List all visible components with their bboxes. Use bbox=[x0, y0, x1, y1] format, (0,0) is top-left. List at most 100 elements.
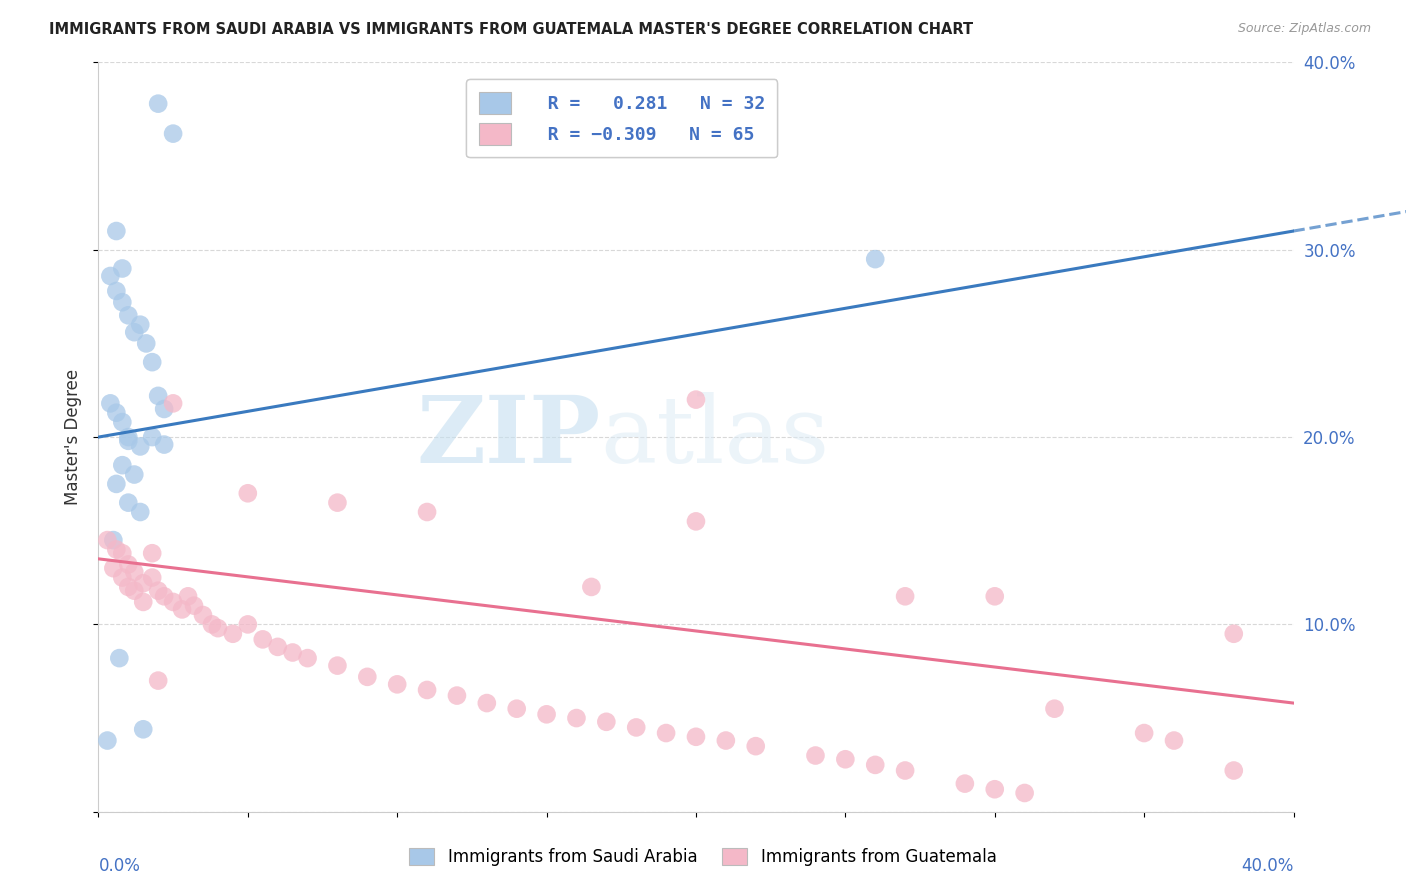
Point bbox=[536, 707, 558, 722]
Point bbox=[894, 590, 917, 604]
Point bbox=[111, 261, 134, 276]
Point bbox=[105, 542, 128, 557]
Point bbox=[148, 583, 170, 598]
Point bbox=[132, 723, 155, 737]
Point bbox=[124, 467, 146, 482]
Point bbox=[124, 565, 146, 579]
Text: 40.0%: 40.0% bbox=[1241, 856, 1294, 875]
Point bbox=[129, 440, 152, 453]
Point bbox=[385, 677, 409, 691]
Point bbox=[124, 325, 146, 339]
Point bbox=[416, 683, 439, 698]
Point bbox=[98, 396, 122, 410]
Point bbox=[148, 96, 170, 111]
Point bbox=[141, 430, 163, 444]
Point bbox=[141, 355, 163, 369]
Point bbox=[105, 406, 128, 420]
Point bbox=[153, 401, 176, 416]
Point bbox=[148, 673, 170, 688]
Point bbox=[98, 268, 122, 283]
Point bbox=[446, 689, 468, 703]
Point bbox=[105, 476, 128, 491]
Point bbox=[117, 580, 139, 594]
Point bbox=[191, 608, 214, 623]
Point bbox=[1043, 701, 1066, 715]
Point bbox=[297, 651, 319, 665]
Point bbox=[162, 396, 184, 410]
Point bbox=[129, 505, 152, 519]
Point bbox=[153, 590, 176, 604]
Point bbox=[222, 626, 245, 640]
Point bbox=[595, 714, 617, 729]
Point bbox=[1133, 726, 1156, 740]
Point bbox=[153, 437, 176, 451]
Point bbox=[804, 748, 827, 763]
Point bbox=[117, 308, 139, 322]
Point bbox=[207, 621, 229, 635]
Point bbox=[685, 392, 707, 407]
Point bbox=[236, 486, 259, 500]
Text: Source: ZipAtlas.com: Source: ZipAtlas.com bbox=[1237, 22, 1371, 36]
Point bbox=[655, 726, 678, 740]
Point bbox=[894, 764, 917, 778]
Point bbox=[111, 295, 134, 310]
Point bbox=[111, 415, 134, 429]
Point bbox=[356, 670, 378, 684]
Point bbox=[475, 696, 498, 710]
Point bbox=[1223, 626, 1246, 640]
Point bbox=[865, 758, 887, 772]
Point bbox=[111, 458, 134, 473]
Point bbox=[129, 318, 152, 332]
Point bbox=[183, 599, 205, 613]
Point bbox=[124, 583, 146, 598]
Point bbox=[135, 336, 157, 351]
Point bbox=[117, 558, 139, 572]
Point bbox=[416, 505, 439, 519]
Point bbox=[1223, 764, 1246, 778]
Point bbox=[953, 776, 976, 791]
Legend:   R =   0.281   N = 32,   R = −0.309   N = 65: R = 0.281 N = 32, R = −0.309 N = 65 bbox=[465, 79, 778, 157]
Point bbox=[132, 595, 155, 609]
Point bbox=[714, 733, 737, 747]
Text: 0.0%: 0.0% bbox=[98, 856, 141, 875]
Point bbox=[745, 739, 768, 753]
Point bbox=[834, 752, 856, 766]
Point bbox=[103, 561, 125, 575]
Point bbox=[252, 632, 274, 647]
Point bbox=[565, 711, 588, 725]
Point bbox=[984, 590, 1007, 604]
Point bbox=[105, 224, 128, 238]
Text: IMMIGRANTS FROM SAUDI ARABIA VS IMMIGRANTS FROM GUATEMALA MASTER'S DEGREE CORREL: IMMIGRANTS FROM SAUDI ARABIA VS IMMIGRAN… bbox=[49, 22, 973, 37]
Point bbox=[984, 782, 1007, 797]
Point bbox=[117, 430, 139, 444]
Point bbox=[117, 434, 139, 448]
Point bbox=[111, 546, 134, 560]
Point bbox=[281, 646, 304, 660]
Point bbox=[506, 701, 529, 715]
Point bbox=[117, 496, 139, 510]
Point bbox=[141, 571, 163, 585]
Point bbox=[103, 533, 125, 547]
Point bbox=[141, 546, 163, 560]
Y-axis label: Master's Degree: Master's Degree bbox=[65, 369, 83, 505]
Point bbox=[326, 658, 349, 673]
Point bbox=[111, 571, 134, 585]
Point bbox=[1014, 786, 1036, 800]
Point bbox=[162, 595, 184, 609]
Point bbox=[132, 576, 155, 591]
Point bbox=[96, 533, 118, 547]
Point bbox=[96, 733, 118, 747]
Point bbox=[236, 617, 259, 632]
Point bbox=[105, 284, 128, 298]
Point bbox=[1163, 733, 1185, 747]
Point bbox=[172, 602, 194, 616]
Point bbox=[201, 617, 224, 632]
Text: ZIP: ZIP bbox=[416, 392, 600, 482]
Point bbox=[685, 514, 707, 528]
Point bbox=[581, 580, 603, 594]
Point bbox=[162, 127, 184, 141]
Legend: Immigrants from Saudi Arabia, Immigrants from Guatemala: Immigrants from Saudi Arabia, Immigrants… bbox=[401, 840, 1005, 875]
Point bbox=[865, 252, 887, 266]
Point bbox=[177, 590, 200, 604]
Point bbox=[267, 640, 290, 654]
